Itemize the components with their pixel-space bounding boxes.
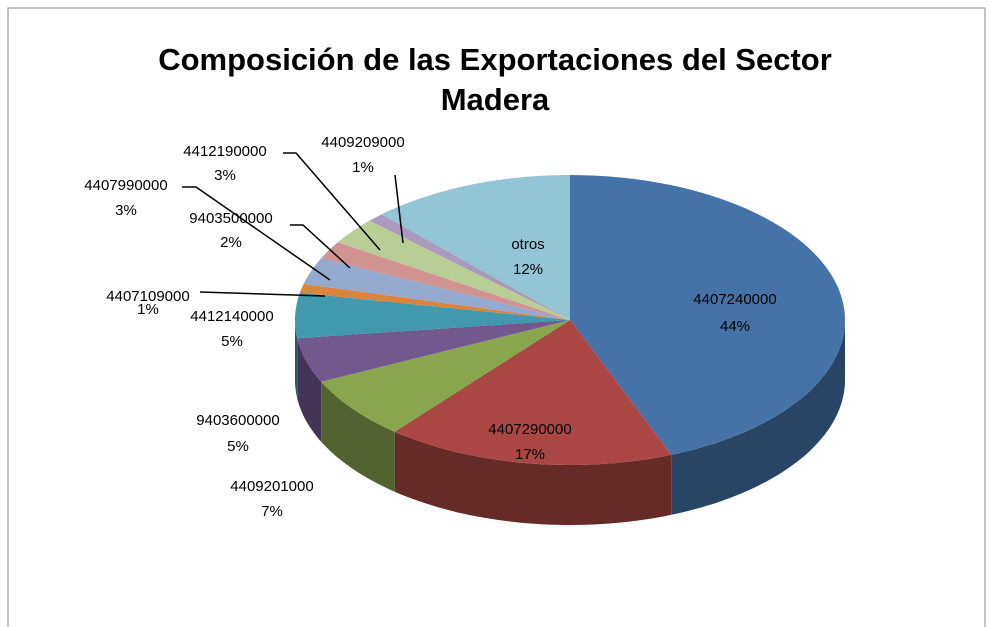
data-label-value: 1% <box>352 159 374 176</box>
pie-slice <box>381 175 570 320</box>
data-label-category: 4409201000 <box>230 478 313 495</box>
data-label-value: 12% <box>513 261 543 278</box>
pie-slice-side <box>671 320 845 515</box>
data-label-value: 7% <box>261 503 283 520</box>
data-label-category: 4412140000 <box>190 308 273 325</box>
pie-slice-side <box>321 381 395 492</box>
pie-slice <box>321 320 570 432</box>
chart-title: Composición de las Exportaciones del Sec… <box>158 42 832 117</box>
pie-slice <box>570 175 845 455</box>
data-label-category: 4412190000 <box>183 143 266 160</box>
data-label-category: 4409209000 <box>321 134 404 151</box>
pie-slice <box>295 292 570 339</box>
leader-line <box>283 152 381 251</box>
pie-slice <box>303 258 570 320</box>
data-label-value: 5% <box>227 438 249 455</box>
data-label-category: 4407290000 <box>488 421 571 438</box>
pie-slice <box>299 283 570 320</box>
data-label-category: otros <box>511 236 544 253</box>
data-label-category: 4407109000 <box>106 288 189 305</box>
leader-line <box>182 186 331 281</box>
pie-slice-side <box>295 320 298 399</box>
pie-slice <box>321 242 570 320</box>
data-label-value: 5% <box>221 333 243 350</box>
pie-slice <box>337 220 570 320</box>
pie-slice <box>369 214 570 320</box>
data-label-value: 3% <box>214 167 236 184</box>
data-label-category: 4407990000 <box>84 177 167 194</box>
leader-line <box>290 224 351 269</box>
data-label-value: 44% <box>720 318 750 335</box>
data-label-value: 1% <box>137 301 159 318</box>
pie-slice-side <box>394 431 672 525</box>
chart-border <box>7 7 986 627</box>
data-label-value: 3% <box>115 202 137 219</box>
pie-slice <box>297 320 570 382</box>
pie-slice-side <box>297 338 322 442</box>
leader-line <box>199 291 326 297</box>
leader-line <box>394 174 404 244</box>
pie-slice <box>394 320 672 465</box>
data-label-value: 2% <box>220 234 242 251</box>
data-label-category: 9403600000 <box>196 412 279 429</box>
data-label-value: 17% <box>515 446 545 463</box>
data-label-category: 4407240000 <box>693 291 776 308</box>
data-label-category: 9403500000 <box>189 210 272 227</box>
